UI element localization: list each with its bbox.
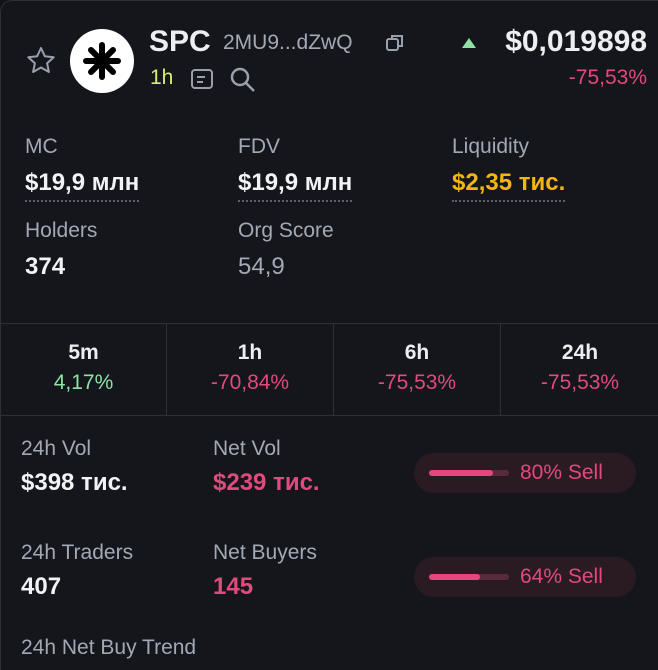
stat-value[interactable]: $2,35 тис. [452, 169, 566, 202]
price-change: -75,53% [568, 66, 647, 89]
price: $0,019898 [505, 25, 647, 58]
stat-label: Holders [25, 219, 98, 242]
divider [333, 324, 334, 415]
copy-icon[interactable] [385, 33, 405, 53]
timeframe[interactable]: 24h -75,53% [501, 324, 658, 415]
stat-label: MC [25, 135, 58, 158]
sell-pill: 64% Sell [414, 557, 636, 597]
metric-value: $239 тис. [213, 469, 320, 496]
notes-icon[interactable] [189, 66, 217, 92]
search-icon[interactable] [229, 66, 257, 94]
sell-bar [429, 574, 481, 580]
stat-value: 54,9 [238, 253, 285, 280]
sell-track [429, 470, 509, 476]
metric-value: 407 [21, 573, 62, 600]
favorite-star[interactable] [25, 45, 57, 77]
timeframe-label: 1h [237, 341, 263, 364]
metric-label: 24h Traders [21, 541, 134, 564]
stat-label: FDV [238, 135, 280, 158]
divider [1, 323, 658, 324]
timeframe-change: -75,53% [377, 371, 457, 394]
metric-label: 24h Vol [21, 437, 92, 460]
timeframe[interactable]: 6h -75,53% [334, 324, 500, 415]
token-logo [70, 29, 134, 93]
divider [1, 415, 658, 416]
token-age: 1h [150, 66, 174, 89]
metric-label: Net Vol [213, 437, 281, 460]
timeframe-label: 6h [404, 341, 430, 364]
divider [500, 324, 501, 415]
stat-value[interactable]: $19,9 млн [25, 169, 140, 202]
stat-label: Liquidity [452, 135, 530, 158]
sell-bar [429, 470, 493, 476]
metric-label: Net Buyers [213, 541, 317, 564]
metric-value: 145 [213, 573, 254, 600]
stat-value: 374 [25, 253, 66, 280]
up-arrow [462, 38, 476, 48]
stat-label: Org Score [238, 219, 334, 242]
timeframe-change: -75,53% [540, 371, 620, 394]
sell-track [429, 574, 509, 580]
timeframe[interactable]: 5m 4,17% [1, 324, 166, 415]
timeframe-change: 4,17% [53, 371, 114, 394]
sell-label: 80% Sell [520, 461, 603, 484]
token-address[interactable]: 2MU9...dZwQ [223, 31, 353, 54]
metric-value: $398 тис. [21, 469, 128, 496]
timeframe[interactable]: 1h -70,84% [167, 324, 333, 415]
timeframe-label: 5m [68, 341, 99, 364]
sell-label: 64% Sell [520, 565, 603, 588]
timeframe-label: 24h [561, 341, 599, 364]
sell-pill: 80% Sell [414, 453, 636, 493]
divider [166, 324, 167, 415]
timeframe-change: -70,84% [210, 371, 290, 394]
section-label: 24h Net Buy Trend [21, 636, 197, 659]
token-name: SPC [149, 25, 211, 58]
stat-value[interactable]: $19,9 млн [238, 169, 353, 202]
